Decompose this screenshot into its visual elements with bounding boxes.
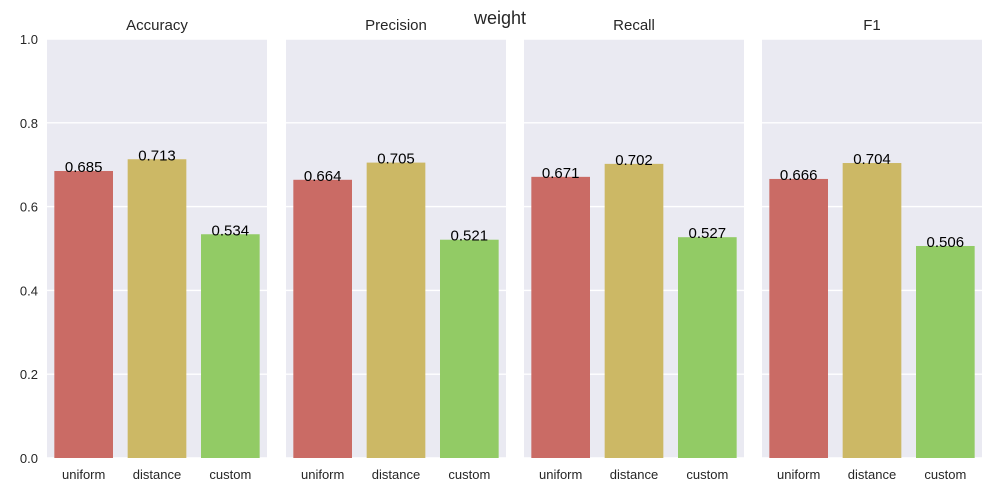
x-tick-label: uniform <box>301 467 344 482</box>
y-tick-label: 1.0 <box>20 32 38 47</box>
bar-distance <box>366 162 426 459</box>
x-tick-label: uniform <box>777 467 820 482</box>
bar-uniform <box>531 176 590 458</box>
bar-uniform <box>769 178 828 459</box>
y-tick-label: 0.2 <box>20 367 38 382</box>
data-label: 0.685 <box>65 159 103 176</box>
data-label: 0.527 <box>689 225 727 242</box>
data-label: 0.671 <box>542 165 580 182</box>
bar-distance <box>842 163 902 459</box>
bar-uniform <box>54 170 113 459</box>
data-label: 0.664 <box>304 168 342 185</box>
panel-title: Precision <box>365 17 427 34</box>
data-label: 0.713 <box>138 147 176 164</box>
x-tick-label: distance <box>372 467 420 482</box>
data-label: 0.702 <box>615 152 653 169</box>
data-label: 0.705 <box>377 151 415 168</box>
y-tick-label: 0.0 <box>20 451 38 466</box>
data-label: 0.506 <box>927 234 965 251</box>
x-tick-label: distance <box>848 467 896 482</box>
bar-uniform <box>293 179 352 458</box>
bar-custom <box>440 239 499 458</box>
bar-custom <box>678 237 737 458</box>
panel-title: Recall <box>613 17 655 34</box>
chart-title: weight <box>473 8 526 28</box>
bar-custom <box>916 245 975 458</box>
bar-distance <box>127 159 187 459</box>
x-tick-label: custom <box>448 467 490 482</box>
panel-title: Accuracy <box>126 17 188 34</box>
x-tick-label: uniform <box>62 467 105 482</box>
bar-custom <box>201 234 260 458</box>
x-tick-label: custom <box>209 467 251 482</box>
panel-title: F1 <box>863 17 881 34</box>
x-tick-label: distance <box>610 467 658 482</box>
y-tick-label: 0.8 <box>20 116 38 131</box>
y-tick-label: 0.6 <box>20 200 38 215</box>
data-label: 0.521 <box>451 228 489 245</box>
bar-distance <box>604 163 664 458</box>
data-label: 0.704 <box>853 151 891 168</box>
x-tick-label: distance <box>133 467 181 482</box>
x-tick-label: uniform <box>539 467 582 482</box>
data-label: 0.666 <box>780 167 818 184</box>
data-label: 0.534 <box>212 222 250 239</box>
y-tick-label: 0.4 <box>20 283 38 298</box>
x-tick-label: custom <box>686 467 728 482</box>
x-tick-label: custom <box>924 467 966 482</box>
